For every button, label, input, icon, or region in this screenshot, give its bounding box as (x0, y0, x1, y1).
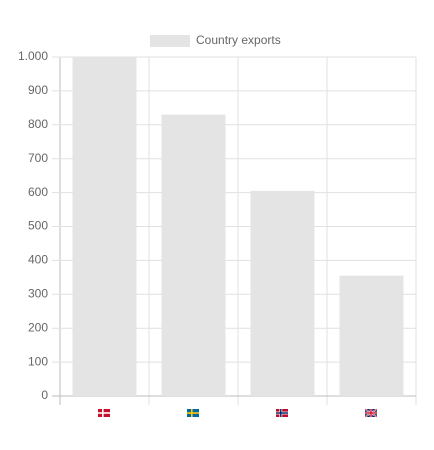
y-tick-label: 1.000 (18, 49, 48, 63)
y-tick-label: 700 (28, 151, 48, 165)
flag-uk (364, 408, 378, 418)
y-tick-label: 400 (28, 253, 48, 267)
y-tick-label: 800 (28, 117, 48, 131)
bar (72, 57, 137, 396)
legend-swatch (150, 35, 190, 47)
y-tick-label: 600 (28, 185, 48, 199)
y-tick-label: 300 (28, 286, 48, 300)
bar (339, 275, 404, 396)
bar (161, 114, 226, 396)
flag-sweden (187, 409, 199, 417)
legend-label: Country exports (196, 33, 281, 47)
y-tick-label: 0 (41, 388, 48, 402)
y-tick-label: 100 (28, 354, 48, 368)
y-tick-label: 200 (28, 320, 48, 334)
y-tick-label: 900 (28, 83, 48, 97)
flag-denmark (98, 409, 110, 417)
flag-norway (276, 409, 288, 417)
y-tick-label: 500 (28, 219, 48, 233)
flags (98, 408, 378, 418)
bar (250, 190, 315, 396)
